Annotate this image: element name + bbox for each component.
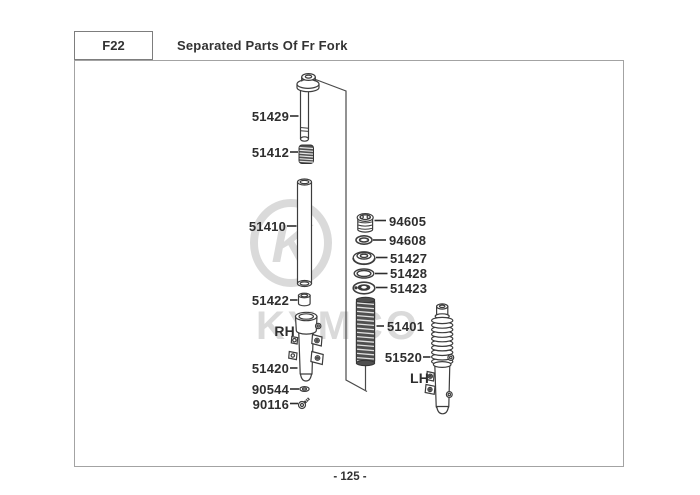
figure-code: F22: [102, 38, 125, 53]
figure-code-box: F22: [74, 31, 153, 60]
part-51520-lh-assembly-drawing: [424, 303, 455, 415]
page-title: Separated Parts Of Fr Fork: [177, 38, 348, 53]
part-51428-ring-drawing: [353, 268, 375, 279]
part-94608-oring-drawing: [355, 235, 373, 246]
part-51401-spring-drawing: [355, 296, 376, 367]
part-51412-spring-drawing: [298, 144, 314, 164]
part-label-51423: 51423: [390, 281, 428, 296]
part-94605-cap-drawing: [356, 213, 374, 233]
part-label-51420: 51420: [251, 361, 289, 376]
page-number: - 125 -: [333, 471, 367, 483]
part-51423-seal-drawing: [352, 281, 376, 295]
part-label-51422: 51422: [251, 293, 289, 308]
part-90116-bolt-drawing: [297, 397, 310, 410]
part-51427-seal-drawing: [352, 251, 376, 266]
part-51420-rh-leg-drawing: [288, 311, 324, 382]
part-label-90116: 90116: [252, 397, 289, 412]
side-label-rh: RH: [274, 323, 295, 339]
part-label-94605: 94605: [389, 214, 427, 229]
part-51422-bushing-drawing: [297, 292, 311, 307]
part-label-51429: 51429: [251, 109, 289, 124]
part-51410-tube-drawing: [296, 178, 313, 288]
label-leader-lines: [287, 115, 431, 405]
part-label-51428: 51428: [390, 266, 428, 281]
diagram-frame: [74, 60, 624, 467]
part-label-51427: 51427: [390, 251, 428, 266]
part-label-90544: 90544: [251, 382, 289, 397]
watermark-brand-text: KYMCO: [256, 304, 420, 348]
part-label-51410: 51410: [248, 219, 286, 234]
part-51429-rod-drawing: [296, 72, 320, 142]
assembly-boundary-line: [308, 76, 368, 393]
part-label-94608: 94608: [389, 233, 427, 248]
part-90544-nut-drawing: [299, 386, 310, 393]
part-label-51412: 51412: [251, 145, 289, 160]
part-label-51520: 51520: [384, 350, 422, 365]
part-label-51401: 51401: [387, 319, 425, 334]
side-label-lh: LH: [410, 370, 430, 386]
